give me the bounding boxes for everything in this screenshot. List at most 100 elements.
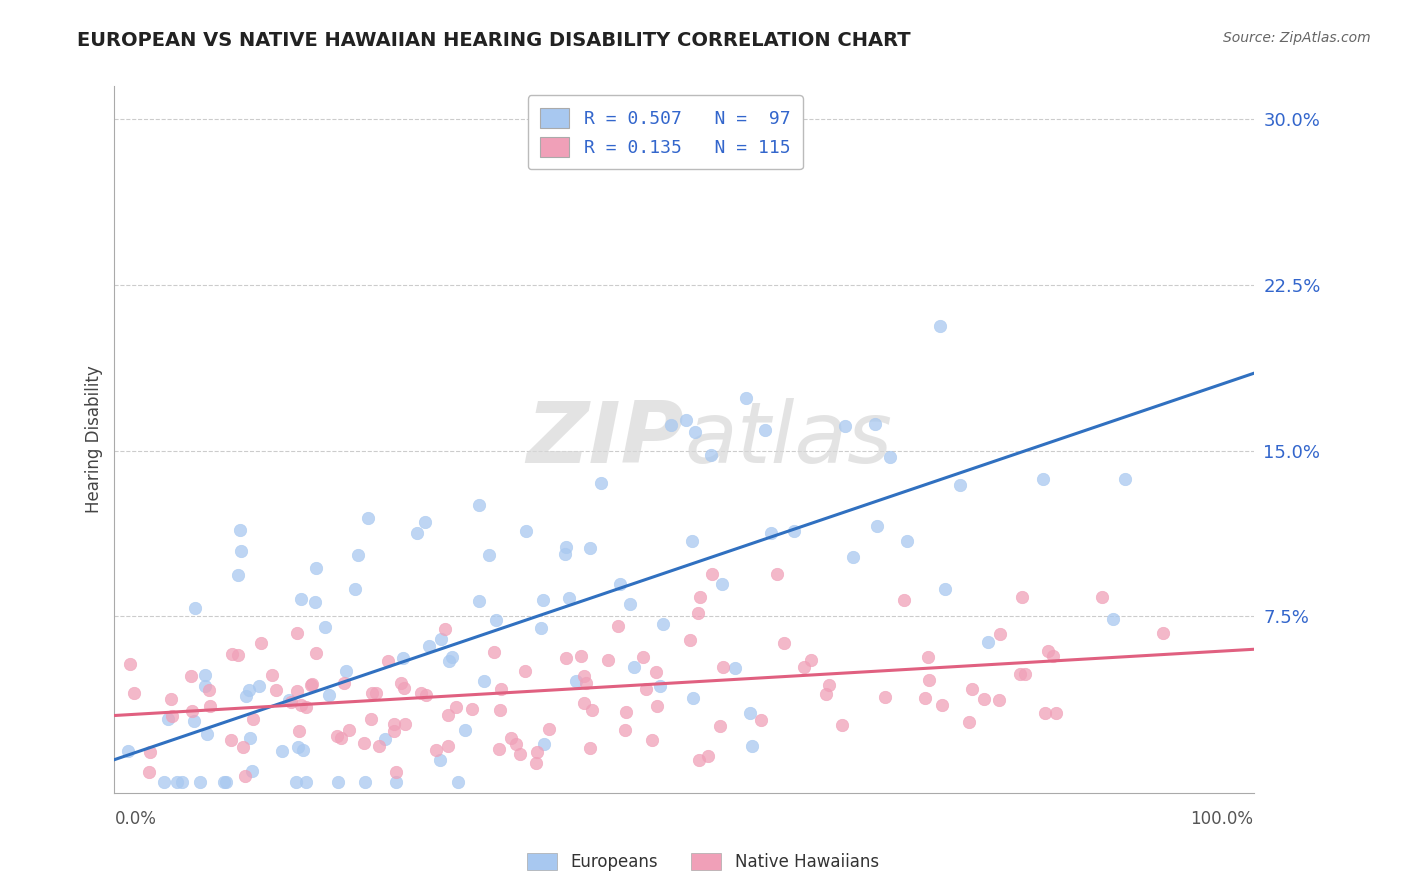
Point [198, 682, 221, 697]
Point [977, 635, 1000, 649]
Point [415, 516, 437, 530]
Point [914, 691, 936, 706]
Point [688, 753, 710, 767]
Point [446, 700, 468, 714]
Point [713, 659, 735, 673]
Point [162, 709, 184, 723]
Point [278, 693, 301, 707]
Point [831, 718, 853, 732]
Point [160, 692, 183, 706]
Point [384, 724, 406, 739]
Point [231, 544, 253, 558]
Point [509, 747, 531, 762]
Point [893, 592, 915, 607]
Point [117, 744, 139, 758]
Point [374, 732, 396, 747]
Point [929, 318, 952, 333]
Point [288, 724, 311, 739]
Point [120, 657, 142, 671]
Point [409, 686, 432, 700]
Point [681, 534, 703, 549]
Point [754, 423, 776, 437]
Point [565, 674, 588, 689]
Point [634, 682, 657, 697]
Point [1045, 706, 1067, 720]
Point [228, 567, 250, 582]
Point [434, 622, 457, 636]
Point [212, 774, 235, 789]
Point [194, 667, 217, 681]
Point [873, 690, 896, 705]
Point [437, 739, 460, 754]
Point [709, 719, 731, 733]
Point [441, 650, 464, 665]
Point [682, 690, 704, 705]
Point [139, 745, 162, 759]
Point [406, 525, 429, 540]
Point [1152, 626, 1174, 640]
Point [793, 660, 815, 674]
Point [488, 703, 510, 717]
Point [183, 714, 205, 728]
Point [917, 650, 939, 665]
Point [614, 706, 637, 720]
Point [988, 627, 1011, 641]
Point [430, 632, 453, 647]
Point [700, 449, 723, 463]
Point [392, 681, 415, 695]
Point [973, 692, 995, 706]
Point [368, 739, 391, 754]
Point [619, 598, 641, 612]
Point [596, 653, 619, 667]
Text: atlas: atlas [683, 398, 891, 481]
Point [468, 498, 491, 512]
Point [697, 748, 720, 763]
Point [1014, 666, 1036, 681]
Point [817, 678, 839, 692]
Point [392, 650, 415, 665]
Point [347, 548, 370, 562]
Point [305, 647, 328, 661]
Point [749, 713, 772, 727]
Point [988, 693, 1011, 707]
Legend: Europeans, Native Hawaiians: Europeans, Native Hawaiians [519, 845, 887, 880]
Point [555, 650, 578, 665]
Point [537, 723, 560, 737]
Point [689, 590, 711, 604]
Point [285, 684, 308, 698]
Point [418, 639, 440, 653]
Point [1032, 472, 1054, 486]
Point [326, 774, 349, 789]
Point [299, 678, 322, 692]
Point [866, 519, 889, 533]
Point [724, 660, 747, 674]
Point [578, 741, 600, 756]
Point [271, 744, 294, 758]
Point [264, 683, 287, 698]
Point [429, 753, 451, 767]
Point [221, 733, 243, 747]
Point [304, 595, 326, 609]
Point [188, 774, 211, 789]
Point [800, 653, 823, 667]
Point [290, 698, 312, 712]
Point [526, 745, 548, 759]
Point [1010, 667, 1032, 681]
Point [360, 712, 382, 726]
Point [454, 723, 477, 738]
Point [260, 667, 283, 681]
Point [233, 768, 256, 782]
Point [574, 668, 596, 682]
Text: ZIP: ZIP [526, 398, 683, 481]
Point [353, 736, 375, 750]
Point [343, 582, 366, 596]
Point [166, 774, 188, 789]
Point [292, 743, 315, 757]
Point [661, 417, 683, 432]
Point [194, 679, 217, 693]
Point [377, 654, 399, 668]
Point [766, 567, 789, 582]
Point [531, 593, 554, 607]
Point [221, 647, 243, 661]
Point [180, 669, 202, 683]
